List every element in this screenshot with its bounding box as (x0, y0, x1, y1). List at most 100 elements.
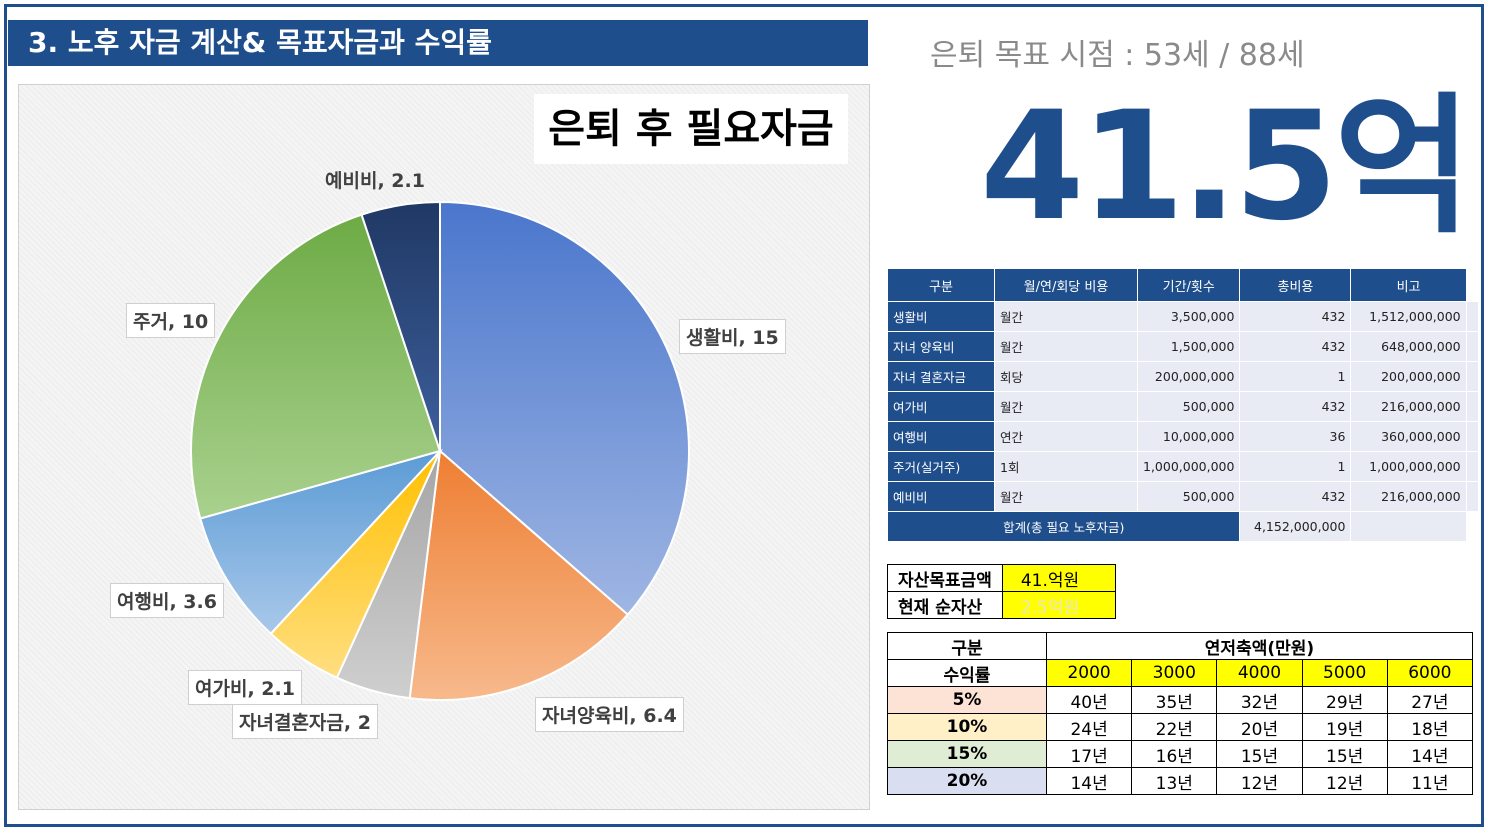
cost-unit: 1회 (994, 451, 1138, 482)
years-table: 구분 연저축액(만원) 수익률 2000 3000 4000 5000 6000 5% 4… (887, 632, 1474, 795)
cost-row: 예비비 월간 500,000 432 216,000,000 (887, 481, 1480, 512)
return-rate: 5% (887, 686, 1047, 714)
years-value: 16년 (1131, 740, 1218, 768)
cost-note (1465, 421, 1480, 452)
cost-unit: 회당 (994, 361, 1138, 392)
cost-note (1465, 391, 1480, 422)
cost-total: 200,000,000 (1350, 361, 1467, 392)
pie-slice-childcare (408, 449, 630, 701)
cost-header-note: 비고 (1350, 268, 1467, 302)
pie-label-childcare: 자녀양육비, 6.4 (535, 697, 684, 732)
cost-item: 주거(실거주) (887, 451, 995, 482)
cost-count: 432 (1239, 391, 1352, 422)
slide-header: 3. 노후 자금 계산& 목표자금과 수익률 (8, 20, 868, 66)
cost-total: 1,512,000,000 (1350, 301, 1467, 332)
years-value: 24년 (1045, 713, 1133, 741)
pie-label-reserve: 예비비, 2.1 (325, 170, 425, 192)
cost-count: 432 (1239, 331, 1352, 362)
cost-total: 216,000,000 (1350, 481, 1467, 512)
cost-total: 1,000,000,000 (1350, 451, 1467, 482)
years-value: 22년 (1131, 713, 1218, 741)
cost-item: 자녀 양육비 (887, 331, 995, 362)
savings-amount: 6000 (1386, 659, 1474, 687)
cost-item: 여가비 (887, 391, 995, 422)
cost-total-row: 합계(총 필요 노후자금) 4,152,000,000 (886, 511, 1479, 542)
cost-header-total: 총비용 (1239, 268, 1352, 302)
retirement-target-text: 은퇴 목표 시점 : 53세 / 88세 (930, 38, 1305, 73)
savings-amount: 2000 (1045, 659, 1133, 687)
years-value: 20년 (1216, 713, 1303, 741)
cost-total-label: 합계(총 필요 노후자금) (886, 511, 1241, 542)
asset-target-value: 41.억원 (1001, 564, 1116, 592)
cost-amount: 200,000,000 (1136, 361, 1241, 392)
years-row: 10% 24년 22년 20년 19년 18년 (887, 713, 1474, 741)
asset-current-value: 2.5억원 (1001, 591, 1116, 619)
cost-row: 생활비 월간 3,500,000 432 1,512,000,000 (887, 301, 1480, 332)
cost-row: 자녀 양육비 월간 1,500,000 432 648,000,000 (887, 331, 1480, 362)
return-rate: 10% (887, 713, 1047, 741)
cost-item: 생활비 (887, 301, 995, 332)
pie-label-living: 생활비, 15 (679, 319, 786, 354)
savings-amount: 4000 (1216, 659, 1303, 687)
cost-item: 여행비 (887, 421, 995, 452)
return-rate: 20% (887, 767, 1047, 795)
years-row: 20% 14년 13년 12년 12년 11년 (887, 767, 1474, 795)
cost-unit: 월간 (994, 301, 1138, 332)
cost-header-category: 구분 (887, 268, 995, 302)
slide-frame (4, 4, 1484, 827)
cost-count: 432 (1239, 301, 1352, 332)
asset-current-label: 현재 순자산 (887, 591, 1003, 619)
cost-note (1465, 331, 1480, 362)
pie-slice-living (439, 200, 690, 616)
cost-item: 예비비 (887, 481, 995, 512)
years-value: 12년 (1301, 767, 1388, 795)
return-rate: 15% (887, 740, 1047, 768)
cost-item: 자녀 결혼자금 (887, 361, 995, 392)
years-row: 5% 40년 35년 32년 29년 27년 (887, 686, 1474, 714)
years-row: 15% 17년 16년 15년 15년 14년 (887, 740, 1474, 768)
years-value: 14년 (1386, 740, 1474, 768)
years-value: 35년 (1131, 686, 1218, 714)
cost-row: 여가비 월간 500,000 432 216,000,000 (887, 391, 1480, 422)
cost-unit: 월간 (994, 481, 1138, 512)
pie-label-travel: 여행비, 3.6 (110, 583, 224, 618)
pie-slice-travel (199, 449, 444, 636)
asset-target-label: 자산목표금액 (887, 564, 1003, 592)
cost-note (1465, 301, 1480, 332)
cost-amount: 1,000,000,000 (1136, 451, 1241, 482)
cost-row: 여행비 연간 10,000,000 36 360,000,000 (887, 421, 1480, 452)
years-value: 15년 (1216, 740, 1303, 768)
years-group-label: 연저축액(만원) (1046, 632, 1473, 660)
cost-total: 216,000,000 (1350, 391, 1467, 422)
years-value: 40년 (1045, 686, 1133, 714)
cost-header-period: 기간/횟수 (1136, 268, 1241, 302)
years-value: 17년 (1045, 740, 1133, 768)
years-value: 15년 (1301, 740, 1388, 768)
chart-title: 은퇴 후 필요자금 (534, 94, 848, 164)
cost-total: 648,000,000 (1350, 331, 1467, 362)
years-value: 32년 (1216, 686, 1303, 714)
pie-slice-reserve (360, 200, 441, 452)
pie-label-leisure: 여가비, 2.1 (188, 670, 302, 705)
cost-row: 자녀 결혼자금 회당 200,000,000 1 200,000,000 (887, 361, 1480, 392)
cost-note (1465, 451, 1480, 482)
savings-amount: 3000 (1131, 659, 1218, 687)
asset-table: 자산목표금액 41.억원 현재 순자산 2.5억원 (887, 564, 1116, 619)
cost-table-header: 구분 월/연/회당 비용 기간/횟수 총비용 비고 (887, 268, 1479, 302)
cost-amount: 500,000 (1136, 391, 1241, 422)
cost-amount: 500,000 (1136, 481, 1241, 512)
cost-row: 주거(실거주) 1회 1,000,000,000 1 1,000,000,000 (887, 451, 1480, 482)
pie-slice-housing (190, 213, 442, 520)
years-value: 27년 (1386, 686, 1474, 714)
years-value: 12년 (1216, 767, 1303, 795)
cost-total-note (1350, 511, 1467, 542)
years-value: 13년 (1131, 767, 1218, 795)
cost-unit: 연간 (994, 421, 1138, 452)
cost-count: 36 (1239, 421, 1352, 452)
years-row-label: 수익률 (887, 659, 1047, 687)
savings-amount: 5000 (1301, 659, 1388, 687)
pie-label-housing: 주거, 10 (126, 303, 216, 338)
years-value: 11년 (1386, 767, 1474, 795)
years-value: 29년 (1301, 686, 1388, 714)
